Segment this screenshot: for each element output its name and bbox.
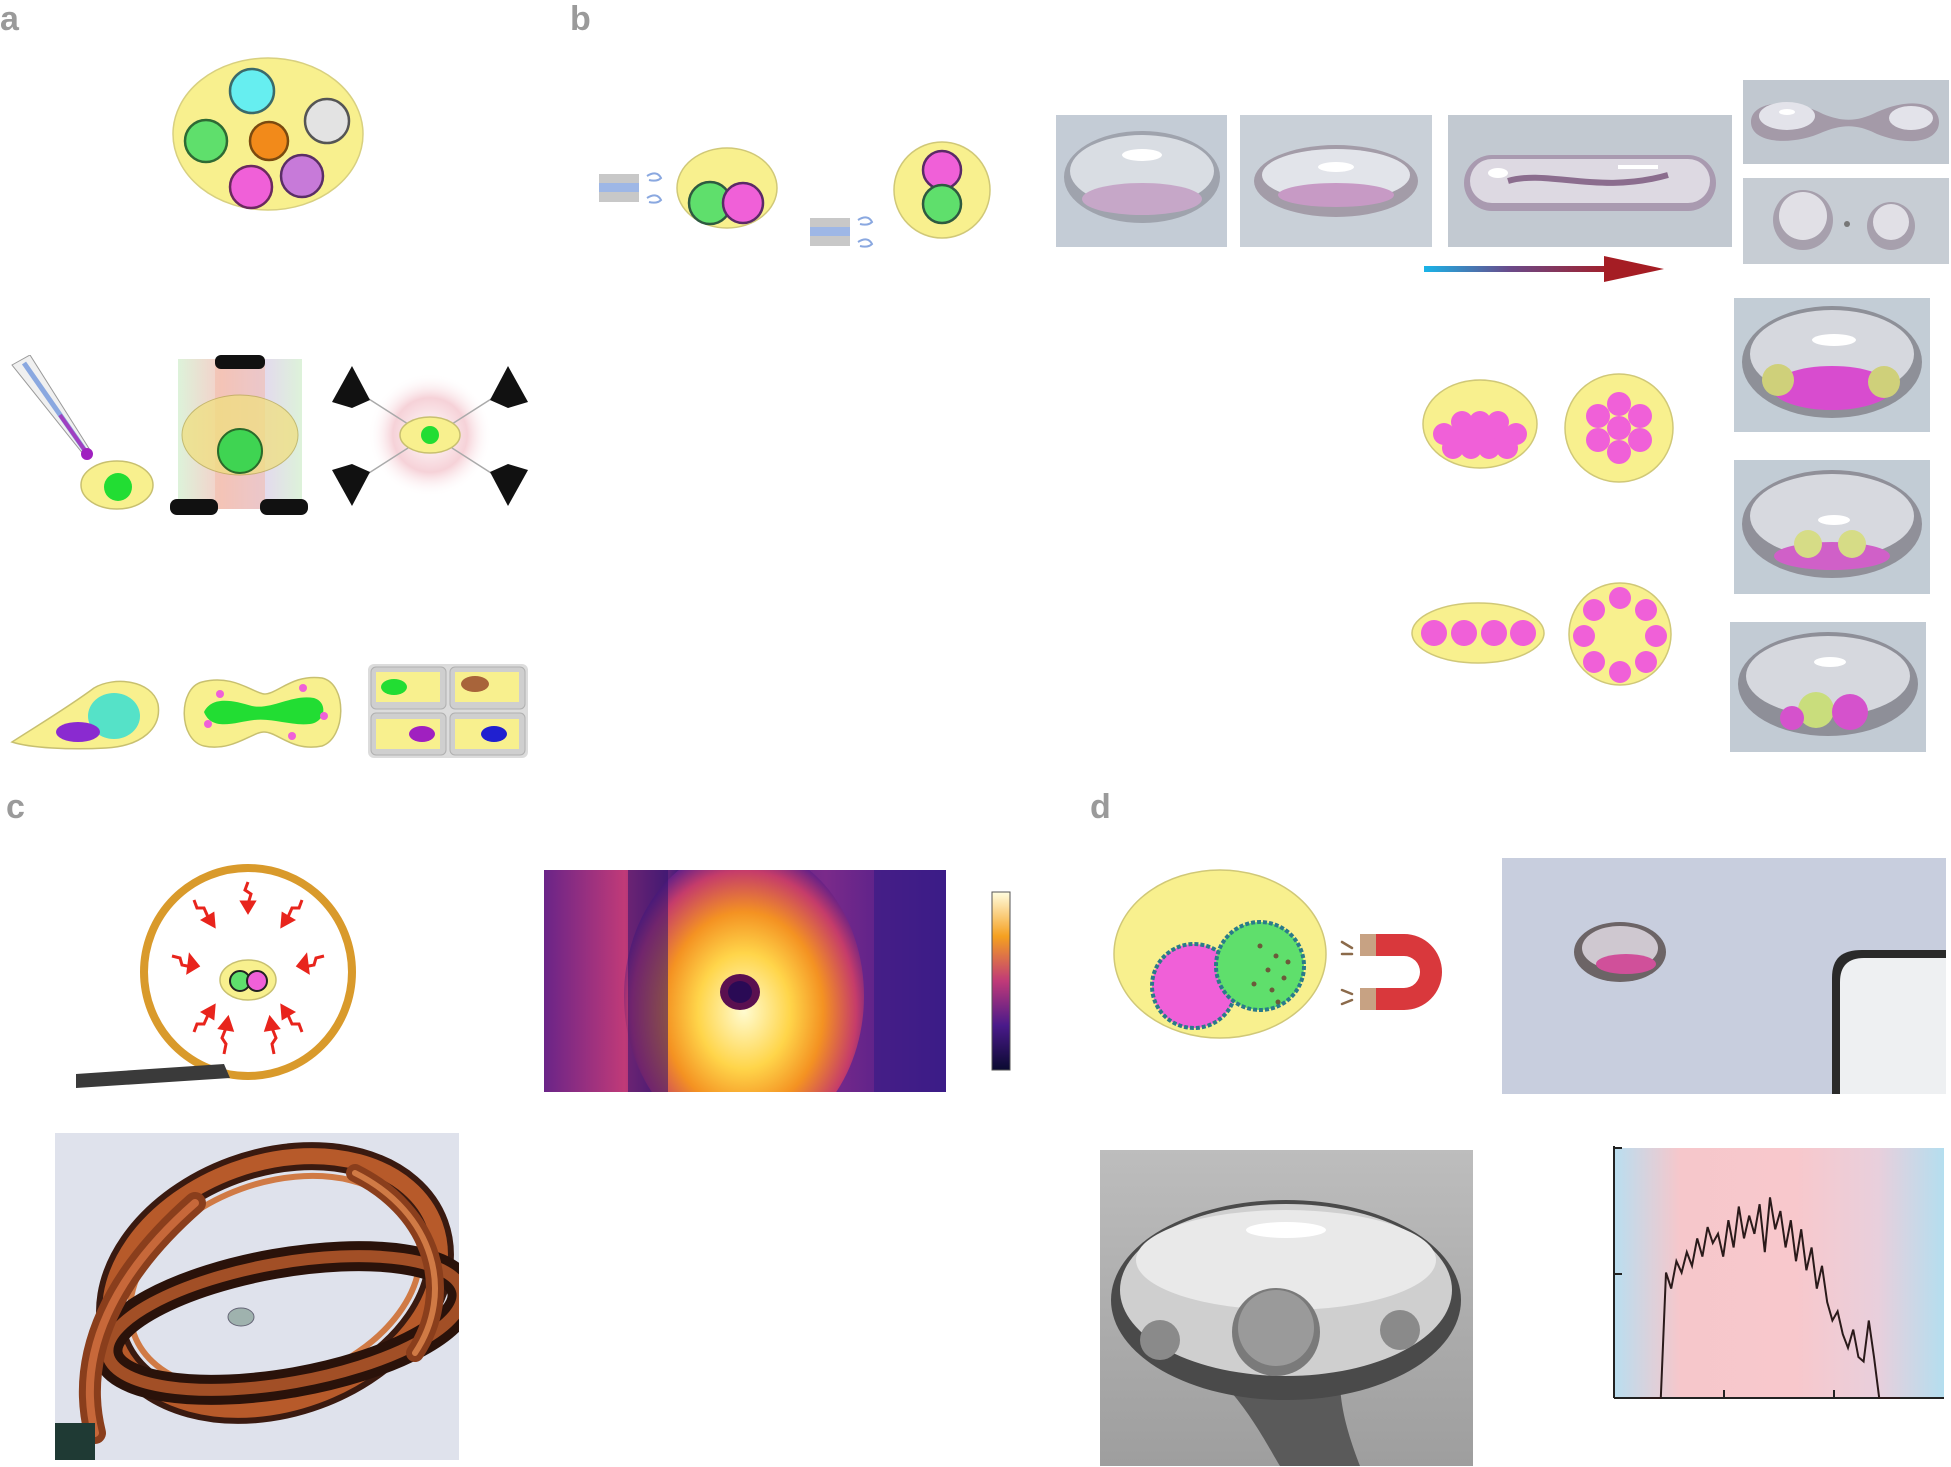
cell-droplet-photo-1 xyxy=(1734,298,1930,432)
migrating-cell-icon xyxy=(10,680,160,750)
droplet-photo-5 xyxy=(1743,178,1949,264)
grayscale-droplet-photo xyxy=(1100,1150,1473,1466)
cell-droplet-photo-2 xyxy=(1734,460,1930,594)
droplet-photo-2 xyxy=(1240,115,1432,247)
droplet-photo-4 xyxy=(1743,80,1949,164)
ring-droplet-top-icon xyxy=(1568,582,1672,686)
magnetic-droplet-icon xyxy=(1113,869,1327,1039)
packed-droplet-top-icon xyxy=(1564,373,1674,483)
panel-label-a: a xyxy=(0,0,19,38)
intensity-trace-line xyxy=(1640,1197,1900,1399)
cell-array-icon xyxy=(368,664,528,758)
magnet-icon xyxy=(1340,934,1442,1010)
droplet-photo-1 xyxy=(1056,115,1227,247)
thermal-colorbar-icon xyxy=(991,891,1011,1071)
panel-label-b: b xyxy=(570,0,591,38)
panel-label-d: d xyxy=(1090,788,1111,826)
thermal-image xyxy=(544,870,946,1092)
copper-coil-photo xyxy=(55,1133,459,1460)
chart-plot-area xyxy=(1614,1148,1944,1398)
intensity-trace-chart xyxy=(1613,1146,1944,1399)
gradient-arrow-icon xyxy=(1424,256,1664,282)
magnetic-droplet-photo xyxy=(1502,858,1946,1094)
packed-droplet-side-icon xyxy=(1422,379,1538,469)
optical-tweezers-icon xyxy=(170,355,308,515)
air-flow-icon xyxy=(810,141,991,248)
panel-label-c: c xyxy=(6,788,25,826)
ring-droplet-side-icon xyxy=(1411,602,1545,664)
micropipette-icon xyxy=(11,355,154,510)
acoustic-tweezers-icon xyxy=(332,366,528,506)
nozzle-icon xyxy=(599,147,778,229)
heating-coil-icon xyxy=(76,864,356,1088)
droplet-photo-3 xyxy=(1448,115,1732,247)
dividing-cell-icon xyxy=(183,676,342,748)
cell-with-organelles-icon xyxy=(172,57,364,211)
cell-droplet-photo-3 xyxy=(1730,622,1926,752)
